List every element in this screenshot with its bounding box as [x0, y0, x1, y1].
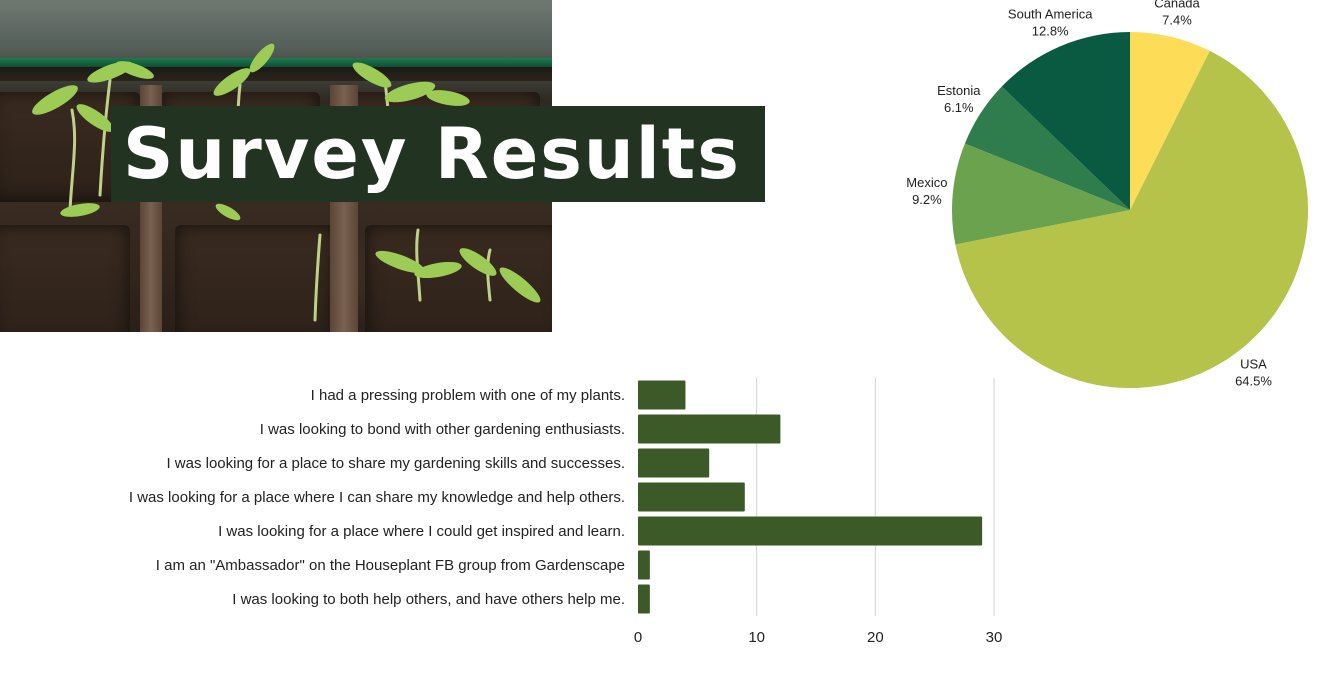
bar — [638, 516, 983, 546]
x-tick-label: 30 — [986, 629, 1003, 646]
country-pie-chart: Canada 7.4% USA 64.5% Mexico 9.2% Estonia 6.1% S… — [906, 0, 1309, 389]
title-banner: Survey Results — [111, 106, 765, 202]
pie-label-percent: 64.5% — [1235, 373, 1272, 388]
pie-label-name: South America — [1008, 6, 1093, 21]
bar-category-label: I was looking to bond with other gardeni… — [260, 421, 625, 438]
page-title: Survey Results — [123, 113, 741, 195]
bar-category-label: I had a pressing problem with one of my … — [311, 387, 625, 404]
pie-label-name: USA — [1240, 356, 1267, 371]
tray-rim — [0, 58, 552, 67]
pie-label-name: Canada — [1154, 0, 1200, 11]
pie-label-percent: 6.1% — [944, 100, 974, 115]
bar — [638, 584, 650, 614]
bar — [638, 380, 686, 410]
x-tick-label: 10 — [748, 629, 765, 646]
bar — [638, 448, 710, 478]
pie-label-percent: 9.2% — [912, 192, 942, 207]
pie-label-percent: 7.4% — [1162, 13, 1192, 28]
pie-slice-canada — [1130, 32, 1210, 210]
bar-category-label: I was looking to both help others, and h… — [232, 591, 625, 608]
pie-slice-mexico — [952, 143, 1130, 245]
bar-category-label: I was looking for a place where I can sh… — [129, 489, 625, 506]
bar-category-label: I was looking for a place where I could … — [218, 523, 625, 540]
pie-label-name: Estonia — [937, 83, 981, 98]
bar-category-label: I am an "Ambassador" on the Houseplant F… — [156, 557, 625, 574]
bar — [638, 482, 745, 512]
bar — [638, 550, 650, 580]
bar-category-label: I was looking for a place to share my ga… — [166, 455, 625, 472]
soil-cell — [0, 225, 130, 332]
soil-cell — [175, 225, 335, 332]
bar — [638, 414, 781, 444]
x-tick-label: 0 — [634, 629, 642, 646]
pie-slice-south-america — [1001, 32, 1130, 210]
pie-slice-estonia — [964, 86, 1130, 210]
x-tick-label: 20 — [867, 629, 884, 646]
pie-label-name: Mexico — [906, 175, 947, 190]
pie-label-percent: 12.8% — [1032, 23, 1069, 38]
reasons-bar-chart: I had a pressing problem with one of my … — [129, 378, 1003, 646]
pie-slice-usa — [955, 50, 1309, 389]
